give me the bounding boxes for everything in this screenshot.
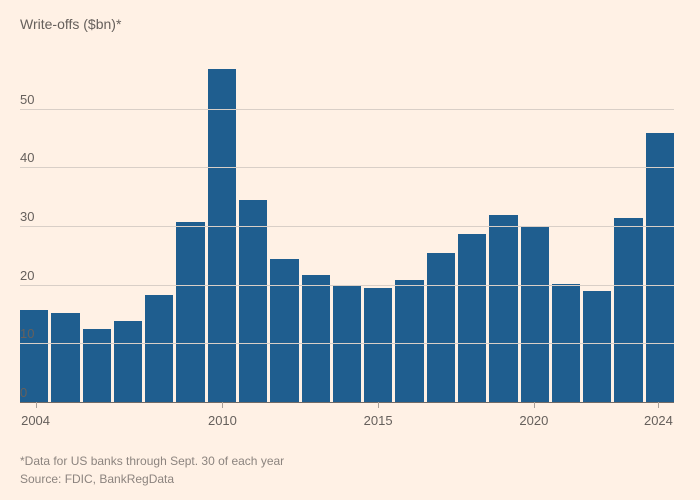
bar [83, 329, 111, 402]
bar [614, 218, 642, 402]
bar [521, 226, 549, 402]
x-tick [658, 402, 659, 408]
bar [176, 222, 204, 402]
gridline [20, 343, 674, 344]
x-tick [36, 402, 37, 408]
x-tick [378, 402, 379, 408]
chart-footnote: *Data for US banks through Sept. 30 of e… [20, 454, 284, 468]
x-tick [222, 402, 223, 408]
x-axis-label: 2010 [208, 413, 237, 428]
bar [51, 313, 79, 402]
y-axis-label: 10 [20, 326, 34, 343]
x-axis-label: 2015 [364, 413, 393, 428]
chart-source: Source: FDIC, BankRegData [20, 472, 174, 486]
x-tick [534, 402, 535, 408]
chart-area: 0 10 20 30 40 50 2004 2010 2015 2020 2024 [20, 40, 674, 428]
bar [489, 215, 517, 402]
bar [364, 288, 392, 402]
gridline [20, 109, 674, 110]
bar [427, 253, 455, 402]
x-axis-label: 2004 [21, 413, 50, 428]
y-axis-label: 20 [20, 268, 34, 285]
y-axis-label: 50 [20, 92, 34, 109]
bar [270, 259, 298, 402]
bar [114, 321, 142, 402]
bar [583, 291, 611, 402]
gridline [20, 226, 674, 227]
bar [302, 275, 330, 402]
x-axis-label: 2020 [519, 413, 548, 428]
x-axis-label: 2024 [644, 413, 673, 428]
bar [208, 69, 236, 402]
y-axis-label: 40 [20, 150, 34, 167]
x-axis-labels: 2004 2010 2015 2020 2024 [20, 402, 674, 428]
y-axis-label: 0 [20, 385, 27, 402]
y-axis-label: 30 [20, 209, 34, 226]
gridline [20, 167, 674, 168]
bar [239, 200, 267, 402]
bar [395, 280, 423, 402]
plot-region: 0 10 20 30 40 50 [20, 50, 674, 402]
bar [646, 133, 674, 402]
bar [145, 295, 173, 402]
chart-subtitle: Write-offs ($bn)* [20, 16, 121, 32]
gridline [20, 285, 674, 286]
bar [458, 234, 486, 402]
